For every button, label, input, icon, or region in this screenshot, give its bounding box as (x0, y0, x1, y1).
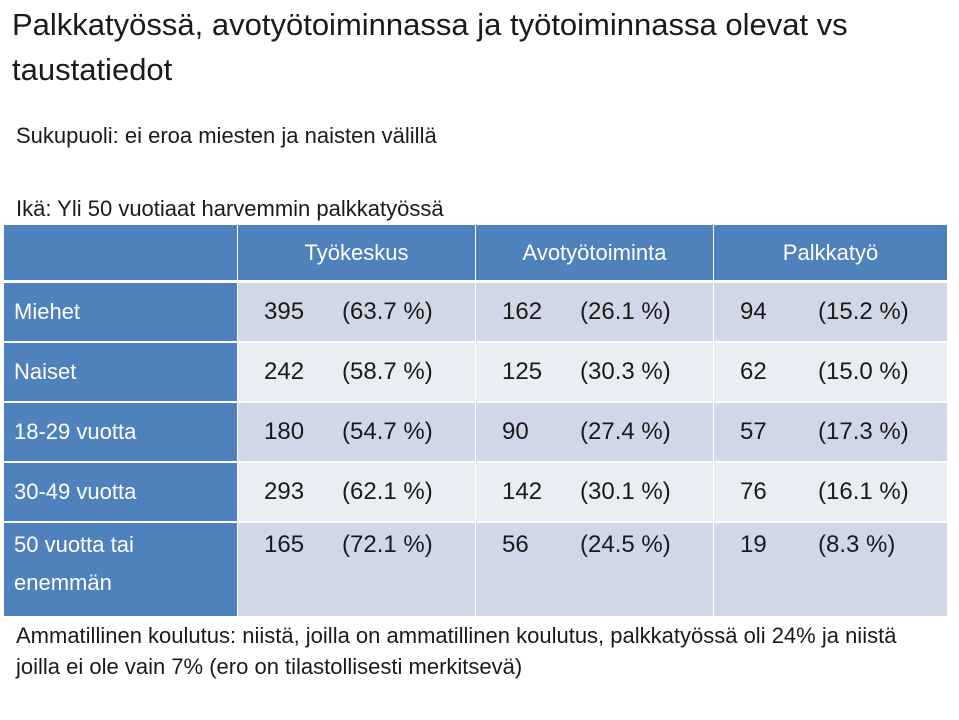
table-row: Naiset 242 (58.7 %) 125 (30.3 %) 62 (15.0 %… (4, 343, 947, 403)
cell-percent: (26.1 %) (580, 298, 671, 325)
cell-value: 19 (8.3 %) (713, 523, 947, 618)
employment-table: Työkeskus Avotyötoiminta Palkkatyö Miehe… (4, 225, 947, 618)
cell-value: 162 (26.1 %) (475, 283, 713, 343)
cell-count: 162 (502, 298, 543, 325)
row-label: Naiset (4, 343, 237, 403)
cell-count: 76 (740, 478, 767, 505)
table-header-row: Työkeskus Avotyötoiminta Palkkatyö (4, 225, 947, 283)
cell-count: 180 (264, 418, 305, 445)
cell-percent: (72.1 %) (342, 531, 433, 558)
cell-count: 56 (502, 531, 529, 558)
cell-value: 125 (30.3 %) (475, 343, 713, 403)
cell-count: 19 (740, 531, 767, 558)
cell-value: 395 (63.7 %) (237, 283, 475, 343)
education-note: Ammatillinen koulutus: niistä, joilla on… (16, 623, 897, 679)
cell-percent: (8.3 %) (818, 531, 896, 558)
header-avotyotoiminta: Avotyötoiminta (475, 225, 713, 283)
slide-title: Palkkatyössä, avotyötoiminnassa ja työto… (12, 7, 848, 87)
cell-value: 62 (15.0 %) (713, 343, 947, 403)
row-label: 18-29 vuotta (4, 403, 237, 463)
cell-value: 165 (72.1 %) (237, 523, 475, 618)
cell-value: 293 (62.1 %) (237, 463, 475, 523)
cell-percent: (15.2 %) (818, 298, 909, 325)
row-label: Miehet (4, 283, 237, 343)
cell-percent: (17.3 %) (818, 418, 909, 445)
cell-count: 90 (502, 418, 529, 445)
cell-percent: (63.7 %) (342, 298, 433, 325)
table-row: 50 vuotta tai enemmän 165 (72.1 %) 56 (24.… (4, 523, 947, 618)
cell-value: 180 (54.7 %) (237, 403, 475, 463)
cell-percent: (58.7 %) (342, 358, 433, 385)
cell-percent: (54.7 %) (342, 418, 433, 445)
cell-percent: (15.0 %) (818, 358, 909, 385)
cell-value: 76 (16.1 %) (713, 463, 947, 523)
cell-percent: (24.5 %) (580, 531, 671, 558)
cell-percent: (30.1 %) (580, 478, 671, 505)
cell-value: 94 (15.2 %) (713, 283, 947, 343)
cell-count: 242 (264, 358, 305, 385)
table-row: 30-49 vuotta 293 (62.1 %) 142 (30.1 %) 76 (… (4, 463, 947, 523)
header-palkkatyo: Palkkatyö (713, 225, 947, 283)
header-empty (4, 225, 237, 283)
cell-value: 90 (27.4 %) (475, 403, 713, 463)
cell-value: 56 (24.5 %) (475, 523, 713, 618)
cell-count: 395 (264, 298, 305, 325)
cell-count: 165 (264, 531, 305, 558)
header-tyokeskus: Työkeskus (237, 225, 475, 283)
cell-percent: (27.4 %) (580, 418, 671, 445)
table-row: 18-29 vuotta 180 (54.7 %) 90 (27.4 %) 57 (1… (4, 403, 947, 463)
cell-value: 242 (58.7 %) (237, 343, 475, 403)
row-label: 30-49 vuotta (4, 463, 237, 523)
cell-count: 94 (740, 298, 767, 325)
gender-note: Sukupuoli: ei eroa miesten ja naisten vä… (16, 123, 437, 148)
table-row: Miehet 395 (63.7 %) 162 (26.1 %) 94 (15.2 %… (4, 283, 947, 343)
cell-count: 142 (502, 478, 543, 505)
cell-percent: (62.1 %) (342, 478, 433, 505)
age-note: Ikä: Yli 50 vuotiaat harvemmin palkkatyö… (16, 196, 444, 221)
row-label: 50 vuotta tai enemmän (4, 523, 237, 618)
cell-value: 142 (30.1 %) (475, 463, 713, 523)
cell-count: 57 (740, 418, 767, 445)
cell-percent: (30.3 %) (580, 358, 671, 385)
cell-count: 125 (502, 358, 543, 385)
cell-percent: (16.1 %) (818, 478, 909, 505)
cell-value: 57 (17.3 %) (713, 403, 947, 463)
cell-count: 293 (264, 478, 305, 505)
cell-count: 62 (740, 358, 767, 385)
